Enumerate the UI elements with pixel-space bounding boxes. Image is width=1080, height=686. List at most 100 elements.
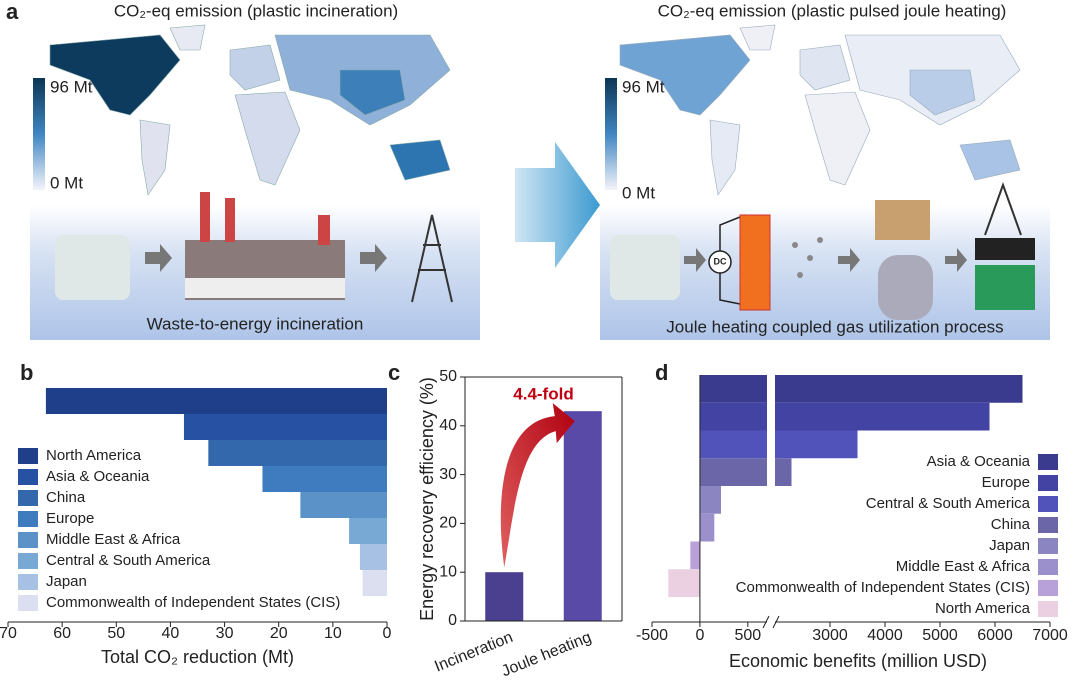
colorbar-label: 0 Mt bbox=[622, 183, 655, 202]
x-tick-label: 5000 bbox=[922, 627, 958, 644]
process-icons: DC bbox=[55, 182, 1035, 320]
panel-label: d bbox=[655, 360, 668, 385]
legend-swatch bbox=[18, 595, 38, 611]
legend-label: North America bbox=[935, 600, 1031, 617]
x-tick-label: 40 bbox=[162, 625, 180, 642]
colorbar bbox=[33, 78, 45, 190]
annotation: 4.4-fold bbox=[513, 384, 573, 403]
x-tick-label: 0 bbox=[383, 625, 392, 642]
x-tick-label: -500 bbox=[636, 627, 668, 644]
panel-label: b bbox=[20, 360, 33, 385]
x-tick-label: 10 bbox=[324, 625, 342, 642]
bar bbox=[699, 513, 715, 542]
bar bbox=[690, 541, 700, 570]
legend-swatch bbox=[1038, 517, 1058, 533]
legend-label: Middle East & Africa bbox=[46, 531, 181, 548]
x-axis-label: Total CO₂ reduction (Mt) bbox=[101, 647, 294, 667]
bar bbox=[563, 411, 602, 621]
dc-label: DC bbox=[714, 256, 727, 266]
x-tick-label: Joule heating bbox=[499, 629, 594, 680]
legend-swatch bbox=[18, 511, 38, 527]
bar bbox=[45, 388, 388, 414]
y-tick-label: 10 bbox=[439, 563, 457, 580]
map-title: CO₂-eq emission (plastic pulsed joule he… bbox=[658, 1, 1007, 20]
x-tick-label: 20 bbox=[270, 625, 288, 642]
legend-label: Middle East & Africa bbox=[896, 558, 1031, 575]
world-map bbox=[49, 24, 451, 196]
bar bbox=[359, 544, 387, 570]
legend-swatch bbox=[18, 490, 38, 506]
x-tick-label: 30 bbox=[216, 625, 234, 642]
process-caption: Joule heating coupled gas utilization pr… bbox=[666, 317, 1003, 336]
legend-swatch bbox=[18, 574, 38, 590]
legend-label: Commonwealth of Independent States (CIS) bbox=[46, 594, 340, 611]
bar bbox=[775, 430, 858, 459]
y-tick-label: 50 bbox=[439, 368, 457, 385]
legend-label: Europe bbox=[46, 510, 94, 527]
legend-label: Japan bbox=[989, 537, 1030, 554]
colorbar bbox=[605, 78, 617, 190]
y-tick-label: 20 bbox=[439, 515, 457, 532]
bar bbox=[699, 402, 767, 431]
legend-label: Central & South America bbox=[866, 495, 1031, 512]
legend-swatch bbox=[1038, 601, 1058, 617]
y-tick-label: 0 bbox=[448, 612, 457, 629]
legend-label: North America bbox=[46, 447, 142, 464]
axis-break bbox=[762, 615, 780, 629]
x-tick-label: 6000 bbox=[977, 627, 1013, 644]
legend-swatch bbox=[18, 553, 38, 569]
y-axis-label: Energy recovery efficiency (%) bbox=[417, 377, 437, 621]
bar bbox=[362, 570, 387, 596]
legend-swatch bbox=[18, 469, 38, 485]
bar bbox=[183, 414, 387, 440]
x-tick-label: 50 bbox=[107, 625, 125, 642]
bar bbox=[699, 375, 767, 403]
legend-label: Commonwealth of Independent States (CIS) bbox=[736, 579, 1030, 596]
legend-label: Asia & Oceania bbox=[927, 453, 1031, 470]
y-tick-label: 30 bbox=[439, 466, 457, 483]
bar bbox=[775, 375, 1023, 403]
legend-label: China bbox=[991, 516, 1031, 533]
bar bbox=[668, 569, 700, 597]
bar bbox=[775, 458, 792, 486]
x-tick-label: 4000 bbox=[867, 627, 903, 644]
colorbar-label: 96 Mt bbox=[622, 77, 665, 96]
x-tick-label: 0 bbox=[695, 627, 704, 644]
legend-swatch bbox=[1038, 454, 1058, 470]
panel-label: a bbox=[6, 0, 19, 24]
fold-arrow bbox=[500, 403, 575, 568]
bar bbox=[349, 518, 387, 544]
bar bbox=[262, 466, 387, 492]
world-map bbox=[619, 24, 1021, 196]
legend-swatch bbox=[1038, 475, 1058, 491]
legend-swatch bbox=[18, 532, 38, 548]
bar bbox=[699, 486, 721, 514]
x-tick-label: 70 bbox=[0, 625, 17, 642]
legend-swatch bbox=[1038, 559, 1058, 575]
legend-swatch bbox=[1038, 496, 1058, 512]
map-title: CO₂-eq emission (plastic incineration) bbox=[114, 1, 398, 20]
legend-label: Japan bbox=[46, 573, 87, 590]
legend-label: Europe bbox=[982, 474, 1030, 491]
panel-label: c bbox=[388, 360, 400, 385]
x-tick-label: 60 bbox=[53, 625, 71, 642]
legend-swatch bbox=[18, 448, 38, 464]
bar bbox=[300, 492, 387, 518]
process-caption: Waste-to-energy incineration bbox=[147, 314, 364, 333]
x-tick-label: 7000 bbox=[1032, 627, 1068, 644]
y-tick-label: 40 bbox=[439, 417, 457, 434]
bar bbox=[775, 402, 990, 431]
x-axis-label: Economic benefits (million USD) bbox=[729, 651, 987, 671]
colorbar-label: 96 Mt bbox=[50, 77, 93, 96]
bar bbox=[699, 458, 767, 486]
legend-label: China bbox=[46, 489, 86, 506]
colorbar-label: 0 Mt bbox=[50, 173, 83, 192]
transition-arrow bbox=[515, 142, 600, 268]
legend-swatch bbox=[1038, 580, 1058, 596]
bar bbox=[485, 572, 524, 621]
x-tick-label: 500 bbox=[734, 627, 761, 644]
x-tick-label: 3000 bbox=[812, 627, 848, 644]
legend-swatch bbox=[1038, 538, 1058, 554]
bar bbox=[699, 430, 767, 459]
